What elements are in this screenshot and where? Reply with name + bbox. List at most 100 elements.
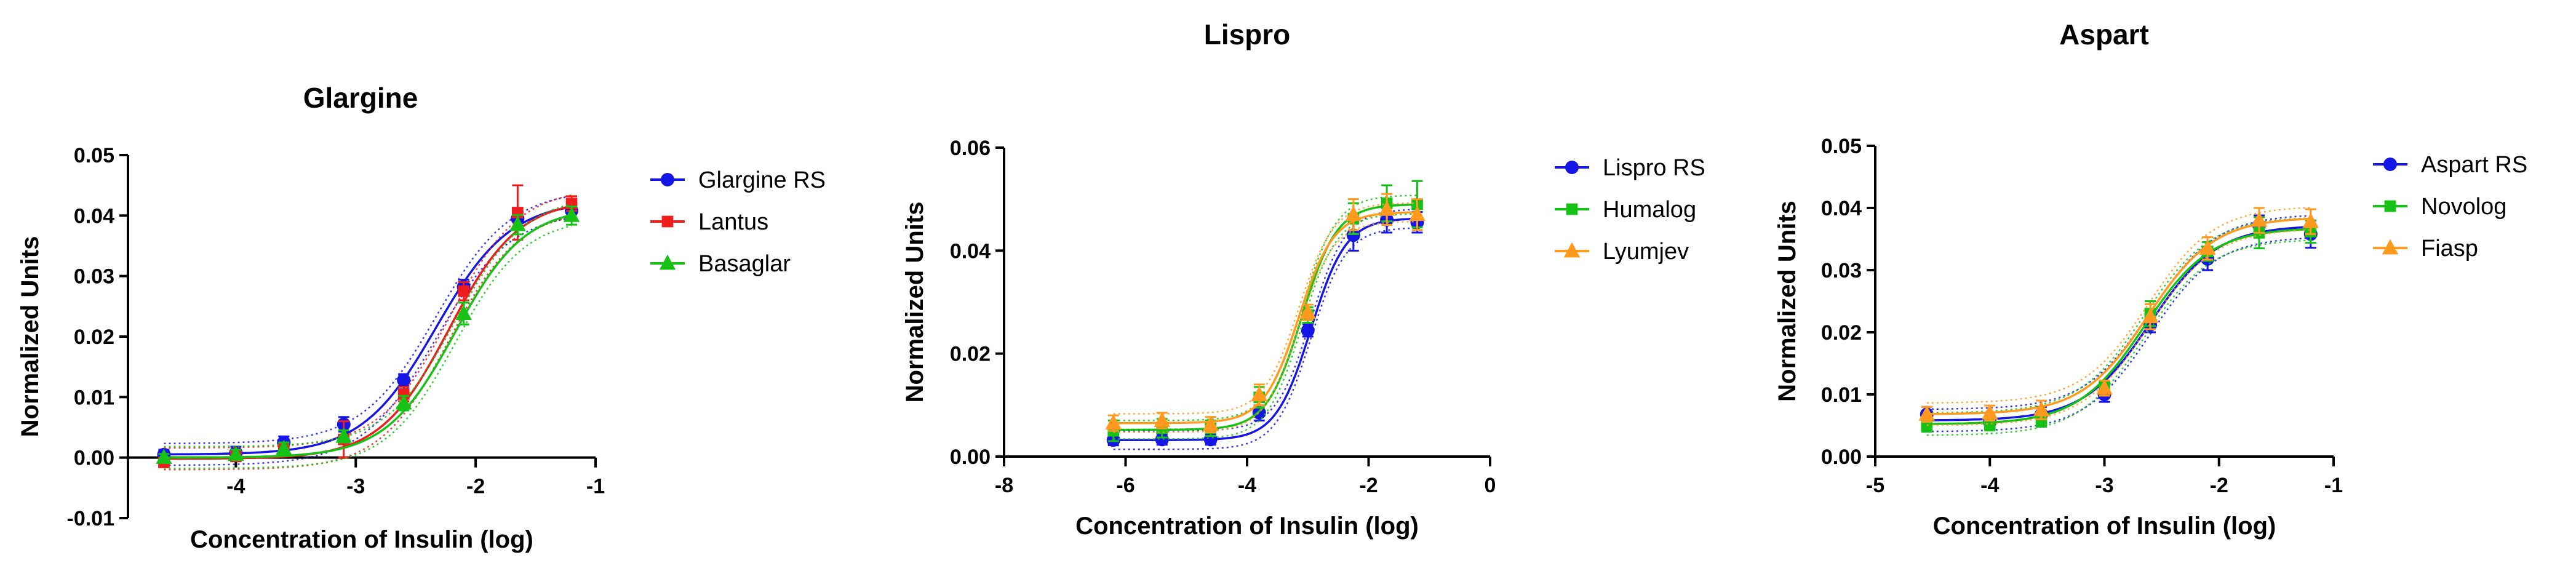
legend-item: Basaglar — [650, 251, 791, 277]
x-tick-label: -3 — [2095, 474, 2113, 497]
x-tick-label: -8 — [995, 474, 1013, 497]
data-point — [1378, 201, 1395, 216]
y-tick-label: 0.06 — [950, 137, 991, 160]
data-point — [1105, 414, 1122, 430]
data-point — [2251, 211, 2268, 227]
legend-item: Aspart RS — [2373, 152, 2527, 178]
confidence-band — [164, 217, 572, 466]
legend-item: Glargine RS — [650, 167, 826, 193]
x-tick-label: -3 — [346, 475, 365, 498]
y-tick-label: 0.05 — [74, 144, 114, 167]
data-point — [1252, 405, 1266, 420]
legend-label: Fiasp — [2421, 236, 2478, 262]
chart-1: Lispro 0.00 0.02 0.04 0.06 -8 -6 -4 -2 0 Concentra… — [901, 18, 1705, 540]
y-axis-title: Normalized Units — [1774, 201, 1801, 402]
data-point — [397, 373, 411, 387]
data-point — [563, 207, 580, 222]
legend-marker — [1566, 203, 1578, 215]
fit-curve — [1926, 217, 2311, 415]
x-axis-title: Concentration of Insulin (log) — [190, 526, 533, 553]
data-point — [2035, 415, 2048, 426]
y-tick-label: 0.05 — [1821, 135, 1862, 158]
confidence-band — [164, 216, 572, 471]
chart-title: Aspart — [2059, 18, 2149, 50]
y-tick-label: 0.00 — [950, 445, 991, 469]
data-point — [1251, 386, 1267, 401]
legend-label: Humalog — [1603, 197, 1696, 223]
confidence-band — [1926, 215, 2311, 410]
legend-label: Glargine RS — [698, 167, 826, 193]
x-tick-label: -2 — [2210, 474, 2228, 497]
confidence-band — [1113, 227, 1418, 450]
confidence-band — [1926, 217, 2311, 414]
legend-marker — [1563, 242, 1581, 258]
y-axis-title: Normalized Units — [901, 202, 928, 403]
fit-curve — [1926, 228, 2311, 425]
chart-2: Aspart 0.00 0.01 0.02 0.03 0.04 0.05 -5 -4 -3 -2 -1… — [1774, 18, 2527, 540]
data-point — [455, 305, 472, 321]
fit-curve — [1113, 211, 1418, 425]
y-tick-label: 0.00 — [74, 447, 114, 470]
fit-curve — [1926, 226, 2311, 421]
y-tick-label: 0.02 — [1821, 321, 1862, 345]
y-tick-label: 0.02 — [74, 325, 114, 349]
x-tick-label: -4 — [1980, 474, 1999, 497]
x-tick-label: -1 — [586, 475, 605, 498]
x-axis-title: Concentration of Insulin (log) — [1075, 513, 1419, 540]
y-tick-label: -0.01 — [67, 507, 115, 530]
data-point — [1301, 324, 1315, 338]
series-lispro-rs — [1106, 206, 1424, 450]
confidence-band — [1113, 194, 1418, 421]
x-tick-label: -4 — [226, 475, 245, 498]
y-tick-label: 0.00 — [1821, 445, 1862, 469]
legend-marker — [2382, 239, 2399, 255]
data-point — [1299, 303, 1316, 319]
y-tick-label: 0.03 — [74, 265, 114, 289]
data-point — [2033, 401, 2050, 417]
y-tick-label: 0.01 — [1821, 383, 1862, 407]
legend-label: Lantus — [698, 209, 768, 235]
x-axis-title: Concentration of Insulin (log) — [1933, 513, 2276, 540]
confidence-band — [164, 203, 572, 448]
chart-title: Glargine — [303, 82, 418, 114]
legend-marker — [1565, 161, 1579, 174]
legend-marker — [2383, 158, 2397, 171]
x-tick-label: -2 — [1359, 474, 1378, 497]
confidence-band — [1926, 207, 2311, 404]
y-tick-label: 0.04 — [950, 239, 991, 263]
x-tick-label: -1 — [2324, 474, 2343, 497]
data-point — [228, 445, 244, 461]
data-point — [1918, 405, 1936, 421]
confidence-band — [1113, 213, 1418, 440]
legend-label: Lyumjev — [1603, 239, 1689, 265]
legend-marker — [2384, 200, 2396, 212]
x-tick-label: -5 — [1866, 474, 1884, 497]
data-point — [2302, 212, 2319, 228]
confidence-band — [1113, 220, 1418, 433]
y-tick-label: 0.03 — [1821, 259, 1862, 282]
data-point — [1409, 206, 1426, 222]
data-point — [276, 439, 292, 455]
data-point — [1155, 433, 1169, 447]
legend-item: Fiasp — [2373, 236, 2478, 262]
y-tick-label: 0.02 — [950, 343, 991, 366]
legend-marker — [661, 173, 674, 186]
series-humalog — [1107, 180, 1423, 442]
confidence-band — [1113, 202, 1418, 415]
legend-item: Lantus — [650, 209, 768, 235]
data-point — [2199, 239, 2216, 255]
confidence-band — [164, 195, 572, 445]
legend-label: Basaglar — [698, 251, 791, 277]
legend-item: Lyumjev — [1555, 239, 1689, 265]
data-point — [1345, 206, 1362, 222]
data-point — [458, 285, 469, 297]
legend-marker — [661, 215, 674, 228]
confidence-band — [164, 225, 572, 469]
x-tick-label: -6 — [1116, 474, 1134, 497]
fit-curve — [1113, 217, 1418, 441]
series-novolog — [1921, 216, 2317, 436]
data-point — [156, 449, 172, 465]
confidence-band — [1926, 237, 2311, 433]
